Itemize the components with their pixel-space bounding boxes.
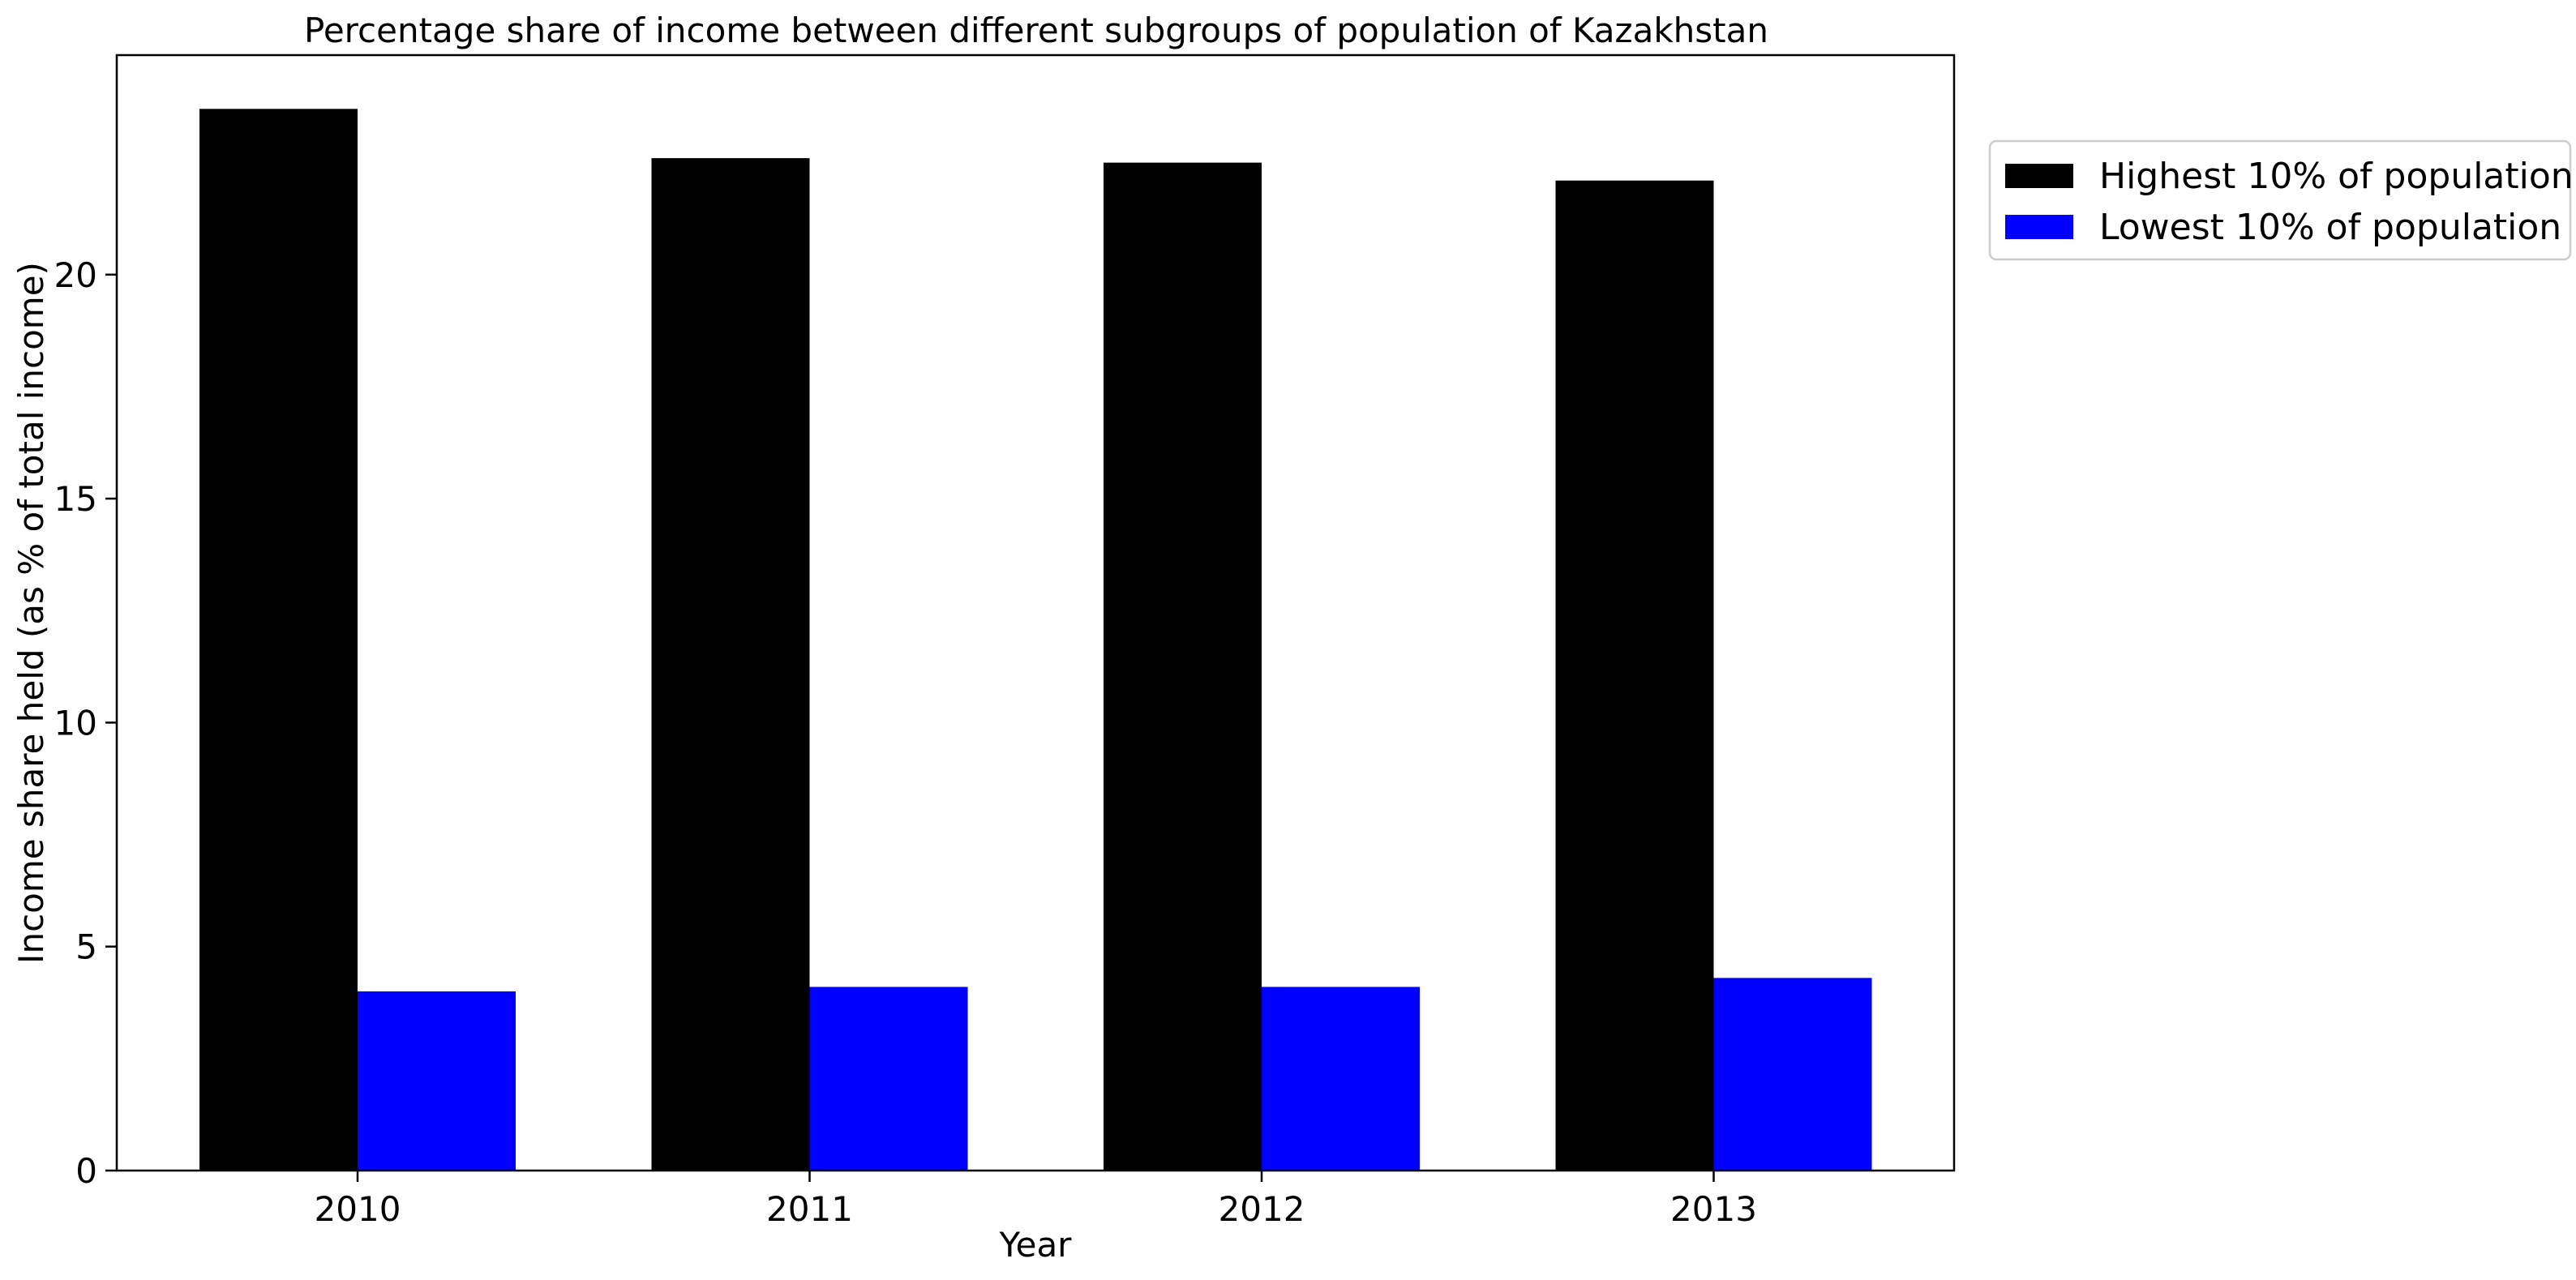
x-axis-label: Year <box>999 1225 1073 1265</box>
legend-label-lowest: Lowest 10% of population <box>2099 207 2561 248</box>
bar-lowest-10-of-population-2013 <box>1713 978 1872 1171</box>
x-tick-label: 2010 <box>315 1189 401 1229</box>
y-axis-label: Income share held (as % of total income) <box>11 262 51 964</box>
y-tick-label: 15 <box>54 479 97 519</box>
x-tick-label: 2011 <box>766 1189 853 1229</box>
bar-highest-10-of-population-2013 <box>1555 180 1714 1171</box>
legend-swatch-lowest <box>2005 215 2073 239</box>
legend-label-highest: Highest 10% of population <box>2099 156 2574 197</box>
bar-lowest-10-of-population-2010 <box>358 991 516 1171</box>
chart-title: Percentage share of income between diffe… <box>304 11 1768 50</box>
y-axis-ticks: 0 5 10 15 20 <box>54 255 117 1191</box>
x-tick-label: 2012 <box>1219 1189 1305 1229</box>
x-axis-ticks: 2010 2011 2012 2013 <box>315 1171 1757 1229</box>
bar-lowest-10-of-population-2012 <box>1262 987 1420 1171</box>
bar-lowest-10-of-population-2011 <box>809 987 968 1171</box>
legend: Highest 10% of population Lowest 10% of … <box>1988 139 2574 261</box>
legend-swatch-highest <box>2005 164 2073 188</box>
legend-frame <box>1988 139 2572 261</box>
bar-highest-10-of-population-2012 <box>1104 162 1262 1171</box>
y-tick-label: 0 <box>75 1151 97 1191</box>
y-tick-label: 10 <box>54 703 97 743</box>
plot-area-frame <box>115 54 1956 1172</box>
bars-layer <box>199 109 1872 1171</box>
y-tick-label: 5 <box>75 927 97 967</box>
x-tick-label: 2013 <box>1670 1189 1757 1229</box>
bar-highest-10-of-population-2010 <box>199 109 358 1171</box>
bar-highest-10-of-population-2011 <box>651 158 810 1171</box>
y-tick-label: 20 <box>54 255 97 295</box>
